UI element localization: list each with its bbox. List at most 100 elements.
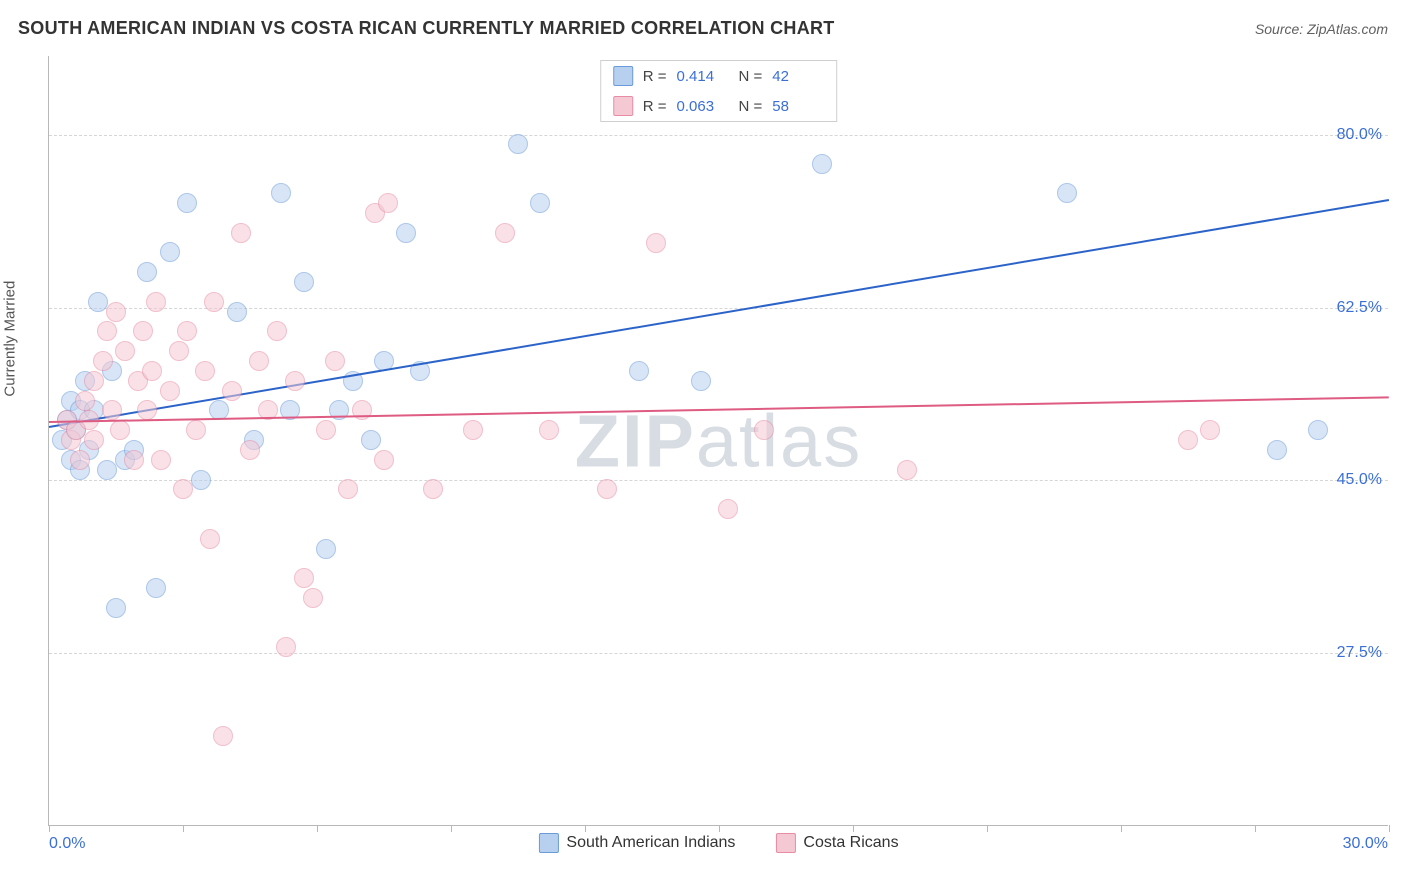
r-value-sai: 0.414 <box>677 68 729 85</box>
data-point-cr <box>463 420 483 440</box>
data-point-cr <box>84 371 104 391</box>
data-point-cr <box>177 321 197 341</box>
x-tick-minor <box>451 825 452 832</box>
data-point-cr <box>137 400 157 420</box>
gridline <box>49 480 1388 481</box>
data-point-sai <box>88 292 108 312</box>
data-point-cr <box>200 529 220 549</box>
data-point-sai <box>812 154 832 174</box>
data-point-cr <box>204 292 224 312</box>
data-point-sai <box>316 539 336 559</box>
x-tick-minor <box>719 825 720 832</box>
n-label: N = <box>739 98 763 115</box>
swatch-cr-bottom <box>775 833 795 853</box>
data-point-sai <box>530 193 550 213</box>
data-point-sai <box>294 272 314 292</box>
r-label: R = <box>643 98 667 115</box>
data-point-cr <box>115 341 135 361</box>
swatch-cr <box>613 96 633 116</box>
plot-area: ZIPatlas R = 0.414 N = 42 R = 0.063 N = … <box>48 56 1388 826</box>
data-point-cr <box>378 193 398 213</box>
data-point-cr <box>240 440 260 460</box>
y-tick-label: 80.0% <box>1337 126 1382 144</box>
data-point-cr <box>97 321 117 341</box>
data-point-sai <box>629 361 649 381</box>
data-point-cr <box>1200 420 1220 440</box>
swatch-sai-bottom <box>538 833 558 853</box>
data-point-sai <box>361 430 381 450</box>
chart-title: SOUTH AMERICAN INDIAN VS COSTA RICAN CUR… <box>18 18 835 39</box>
data-point-cr <box>75 391 95 411</box>
x-tick-minor <box>1121 825 1122 832</box>
y-axis-label: Currently Married <box>2 281 19 397</box>
correlation-row-sai: R = 0.414 N = 42 <box>601 61 837 91</box>
data-point-cr <box>285 371 305 391</box>
x-axis-min-label: 0.0% <box>49 835 85 853</box>
data-point-sai <box>691 371 711 391</box>
r-value-cr: 0.063 <box>677 98 729 115</box>
swatch-sai <box>613 66 633 86</box>
gridline <box>49 135 1388 136</box>
data-point-cr <box>495 223 515 243</box>
data-point-cr <box>352 400 372 420</box>
data-point-cr <box>222 381 242 401</box>
data-point-sai <box>1267 440 1287 460</box>
y-tick-label: 45.0% <box>1337 471 1382 489</box>
data-point-cr <box>338 479 358 499</box>
legend-item-cr: Costa Ricans <box>775 833 898 853</box>
data-point-cr <box>169 341 189 361</box>
y-tick-label: 62.5% <box>1337 299 1382 317</box>
x-tick-minor <box>317 825 318 832</box>
r-label: R = <box>643 68 667 85</box>
trend-line-cr <box>49 397 1389 424</box>
source-label: Source: ZipAtlas.com <box>1255 21 1388 37</box>
data-point-sai <box>396 223 416 243</box>
x-tick-minor <box>853 825 854 832</box>
data-point-cr <box>646 233 666 253</box>
data-point-cr <box>213 726 233 746</box>
data-point-sai <box>271 183 291 203</box>
gridline <box>49 653 1388 654</box>
data-point-cr <box>195 361 215 381</box>
data-point-cr <box>186 420 206 440</box>
data-point-sai <box>191 470 211 490</box>
data-point-cr <box>294 568 314 588</box>
data-point-cr <box>142 361 162 381</box>
data-point-cr <box>102 400 122 420</box>
data-point-sai <box>227 302 247 322</box>
y-tick-label: 27.5% <box>1337 644 1382 662</box>
data-point-sai <box>106 598 126 618</box>
n-value-sai: 42 <box>772 68 824 85</box>
x-tick-minor <box>49 825 50 832</box>
data-point-sai <box>1308 420 1328 440</box>
data-point-cr <box>110 420 130 440</box>
data-point-cr <box>267 321 287 341</box>
data-point-cr <box>597 479 617 499</box>
correlation-row-cr: R = 0.063 N = 58 <box>601 91 837 121</box>
data-point-sai <box>508 134 528 154</box>
x-tick-minor <box>987 825 988 832</box>
data-point-cr <box>325 351 345 371</box>
x-tick-minor <box>1255 825 1256 832</box>
data-point-cr <box>897 460 917 480</box>
legend-label-sai: South American Indians <box>566 834 735 852</box>
series-legend: South American Indians Costa Ricans <box>538 833 898 853</box>
data-point-cr <box>106 302 126 322</box>
gridline <box>49 308 1388 309</box>
data-point-cr <box>70 450 90 470</box>
data-point-cr <box>374 450 394 470</box>
x-tick-minor <box>585 825 586 832</box>
data-point-cr <box>124 450 144 470</box>
n-label: N = <box>739 68 763 85</box>
data-point-cr <box>754 420 774 440</box>
data-point-sai <box>97 460 117 480</box>
data-point-cr <box>303 588 323 608</box>
data-point-sai <box>160 242 180 262</box>
data-point-sai <box>1057 183 1077 203</box>
legend-item-sai: South American Indians <box>538 833 735 853</box>
data-point-sai <box>146 578 166 598</box>
data-point-cr <box>146 292 166 312</box>
x-tick-minor <box>1389 825 1390 832</box>
data-point-cr <box>133 321 153 341</box>
data-point-cr <box>231 223 251 243</box>
